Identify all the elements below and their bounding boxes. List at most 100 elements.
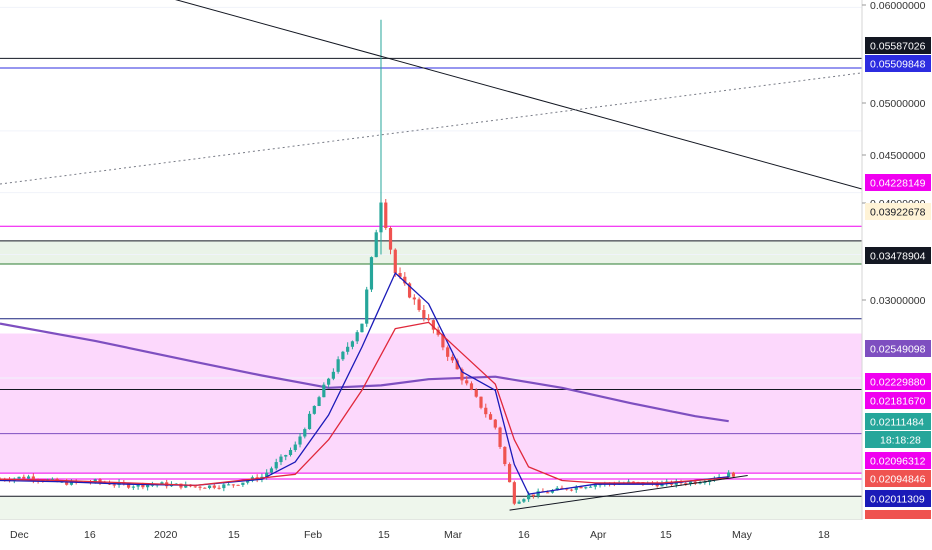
candle-body [684, 483, 688, 485]
candle-body [365, 289, 369, 324]
candle-body [531, 494, 535, 496]
candle-body [536, 491, 540, 496]
candle-body [279, 456, 283, 463]
candle-countdown: 18:18:28 [880, 435, 921, 447]
candle-body [493, 419, 497, 428]
price-tag-bg [865, 413, 931, 430]
candle-body [698, 482, 702, 484]
candle-body [203, 487, 207, 489]
xtick-15-jan: 15 [228, 529, 240, 541]
candle-body [98, 479, 102, 483]
candle-body [579, 486, 583, 489]
candle-body [527, 494, 531, 500]
candle-body [65, 481, 69, 485]
candle-body [31, 476, 35, 480]
candle-body [731, 472, 736, 477]
candle-body [460, 369, 464, 381]
candle-body [303, 429, 307, 437]
candle-body [50, 478, 54, 480]
xtick-feb: Feb [304, 529, 322, 541]
candle-body [584, 487, 588, 489]
candle-body [246, 480, 250, 483]
candle-body [546, 492, 550, 494]
trendline-ascending-support[interactable] [509, 475, 748, 511]
candle-body [465, 380, 469, 384]
candle-body [22, 476, 26, 479]
xtick-15-feb: 15 [378, 529, 390, 541]
candle-body [226, 484, 231, 486]
candle-body [126, 483, 131, 488]
xtick-mar: Mar [444, 529, 463, 541]
candle-body [346, 346, 350, 352]
candle-body [360, 323, 364, 333]
candle-body [69, 480, 74, 485]
candle-body [655, 483, 659, 487]
candle-body [503, 446, 507, 465]
candle-body [265, 472, 269, 477]
candle-body [427, 317, 431, 321]
candle-body [317, 397, 321, 406]
trendline-descending-resistance[interactable] [114, 0, 862, 190]
candle-body [450, 356, 455, 361]
candle-body [298, 436, 302, 445]
candle-body [284, 455, 288, 457]
xtick-dec: Dec [10, 529, 29, 541]
candle-body [422, 310, 426, 318]
candle-body [588, 486, 593, 488]
ytick-0.05: 0.05000000 [870, 98, 926, 110]
candle-body [555, 487, 559, 491]
candle-body [322, 384, 326, 398]
ytick-0.045: 0.04500000 [870, 150, 926, 162]
candle-body [160, 482, 164, 485]
candle-body [141, 483, 145, 488]
candle-body [488, 414, 493, 420]
candle-body [193, 486, 197, 488]
candle-body [355, 332, 359, 342]
candle-body [560, 487, 564, 489]
candle-body [484, 407, 488, 415]
candle-body [307, 413, 312, 430]
price-zone-0 [0, 333, 862, 390]
price-tag-bg [865, 55, 931, 72]
candle-body [384, 202, 388, 229]
candle-body [374, 232, 378, 258]
candle-body [431, 320, 435, 330]
price-tag-bg [865, 247, 931, 264]
countdown-tag-bg [865, 431, 931, 448]
price-tag-bg [865, 470, 931, 487]
candle-body [136, 483, 140, 487]
price-tag-0.05509848: 0.05509848 [870, 59, 926, 71]
candle-body [184, 484, 188, 488]
price-zone-3 [0, 496, 862, 520]
price-tag-0.02011309: 0.02011309 [870, 494, 925, 506]
candle-body [350, 341, 355, 347]
ytick-0.03: 0.03000000 [870, 295, 926, 307]
candle-body [436, 329, 440, 335]
price-tag-bg [865, 490, 931, 507]
price-tag-0.04228149: 0.04228149 [870, 178, 926, 190]
candle-body [112, 484, 116, 486]
candle-body [550, 490, 555, 493]
candle-body [222, 484, 226, 489]
price-tag-bg [865, 373, 931, 390]
candle-body [398, 273, 402, 277]
candle-body [288, 450, 293, 456]
candle-body [517, 501, 521, 504]
candle-body [198, 486, 202, 488]
candle-body [388, 228, 393, 250]
candle-body [269, 468, 274, 473]
xtick-15-apr: 15 [660, 529, 672, 541]
price-tag-bg [865, 174, 931, 191]
price-tag-bg-cut [865, 510, 931, 519]
candle-body [217, 487, 221, 489]
price-tag-bg [865, 203, 931, 220]
price-tag-0.02096312: 0.02096312 [870, 456, 926, 468]
candle-body [703, 481, 707, 483]
candle-body [403, 276, 407, 284]
candle-body [412, 297, 416, 300]
long-ma-line [0, 322, 729, 423]
price-tag-bg [865, 452, 931, 469]
price-tag-0.02229880: 0.02229880 [870, 377, 926, 389]
price-tag-0.05587026: 0.05587026 [870, 41, 926, 53]
